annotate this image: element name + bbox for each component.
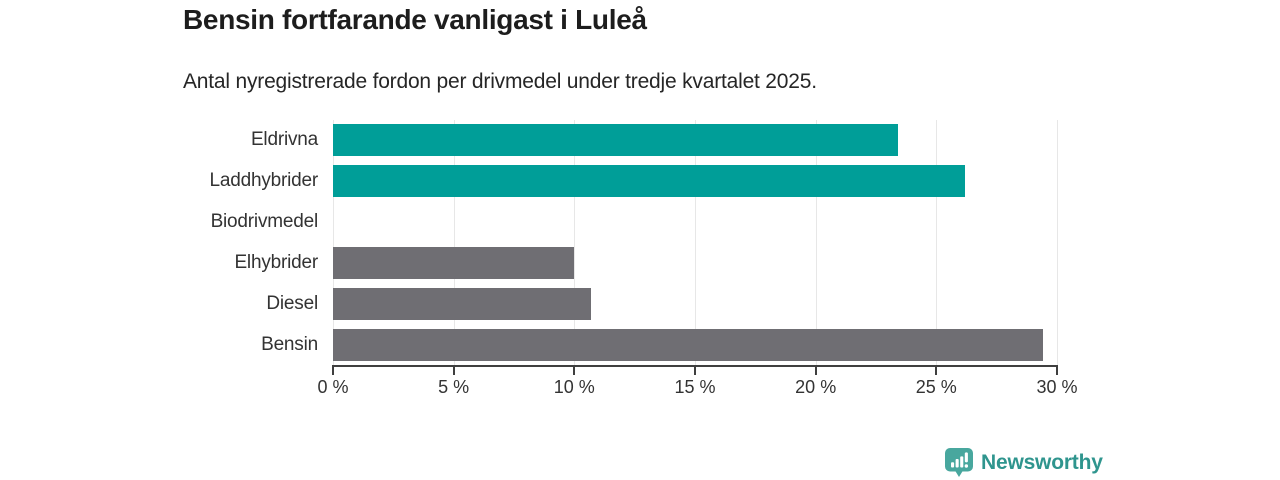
y-axis-labels: Eldrivna Laddhybrider Biodrivmedel Elhybrid…: [100, 120, 318, 365]
x-tick-label: 20 %: [795, 377, 837, 397]
gridline: [453, 120, 455, 365]
newsworthy-bar-chart-icon: [945, 448, 973, 477]
bar-chart-plot-area: [333, 120, 1058, 365]
x-tick-label: 0 %: [317, 377, 349, 397]
bar-elhybrider: [333, 246, 575, 279]
x-tick-label: 30 %: [1036, 377, 1078, 397]
gridline: [574, 120, 576, 365]
axis-tick: [935, 365, 938, 375]
axis-tick: [814, 365, 817, 375]
category-label: Laddhybrider: [209, 170, 318, 192]
chart-title: Bensin fortfarande vanligast i Luleå: [183, 4, 647, 35]
gridline: [1057, 120, 1058, 365]
axis-tick: [573, 365, 576, 375]
bar-eldrivna: [333, 124, 898, 157]
bar-diesel: [333, 287, 592, 320]
gridline: [695, 120, 696, 365]
category-label: Eldrivna: [250, 129, 318, 151]
axis-tick: [694, 365, 696, 375]
axis-tick: [452, 365, 455, 375]
axis-tick: [1056, 365, 1058, 375]
category-label: Elhybrider: [234, 251, 318, 273]
category-label: Diesel: [266, 292, 318, 314]
bar-laddhybrider: [333, 165, 966, 198]
axis-tick: [332, 365, 334, 375]
x-tick-label: 5 %: [438, 377, 470, 397]
x-tick-label: 10 %: [553, 377, 595, 397]
gridline: [815, 120, 817, 365]
category-label: Bensin: [261, 333, 318, 355]
chart-subtitle: Antal nyregistrerade fordon per drivmede…: [183, 70, 817, 93]
x-tick-label: 25 %: [915, 377, 957, 397]
category-label: Biodrivmedel: [210, 211, 319, 233]
x-tick-label: 15 %: [674, 377, 716, 397]
bar-bensin: [333, 328, 1043, 361]
newsworthy-logo: Newsworthy: [944, 447, 1103, 478]
newsworthy-wordmark: Newsworthy: [981, 450, 1103, 474]
gridline: [333, 120, 334, 365]
gridline: [936, 120, 938, 365]
